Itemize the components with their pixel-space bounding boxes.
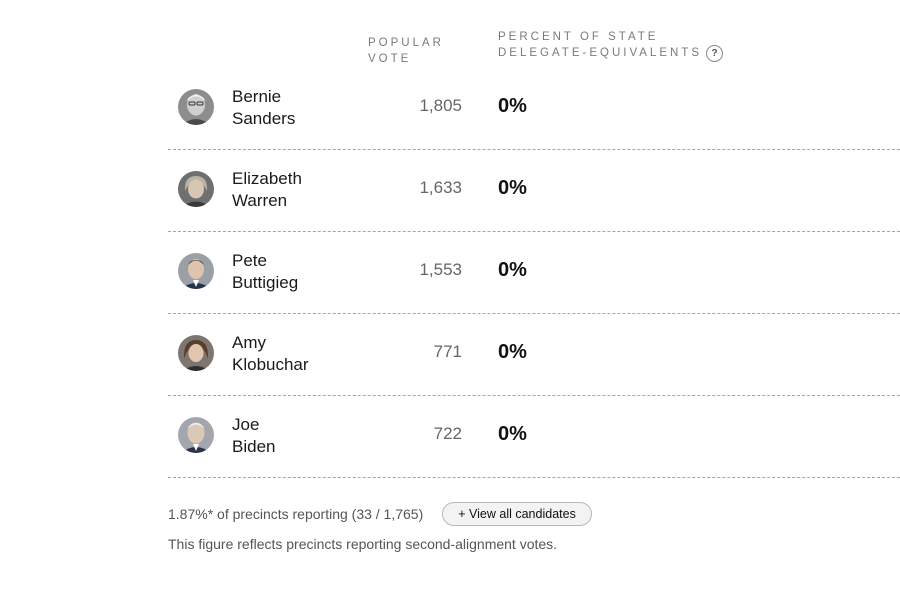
candidate-first-name: Joe xyxy=(232,415,260,434)
popular-vote-header: POPULAR VOTE xyxy=(368,35,444,67)
candidate-last-name: Klobuchar xyxy=(232,355,309,374)
popular-vote-header-line1: POPULAR xyxy=(368,37,444,49)
precincts-reporting-text: 1.87%* of precincts reporting (33 / 1,76… xyxy=(168,506,424,522)
percent-header-line2: DELEGATE-EQUIVALENTS xyxy=(498,47,702,59)
candidate-name: Joe Biden xyxy=(232,414,275,458)
candidate-name: Elizabeth Warren xyxy=(232,168,302,212)
candidate-last-name: Warren xyxy=(232,191,288,210)
results-table: POPULAR VOTE PERCENT OF STATE DELEGATE-E… xyxy=(168,0,900,478)
delegate-percent-value: 0% xyxy=(498,177,527,199)
delegate-percent-value: 0% xyxy=(498,95,527,117)
candidate-first-name: Bernie xyxy=(232,87,282,106)
candidate-name: Bernie Sanders xyxy=(232,86,295,130)
popular-vote-value: 1,553 xyxy=(419,260,462,279)
percent-header-line1: PERCENT OF STATE xyxy=(498,31,659,43)
candidate-row: Elizabeth Warren 1,633 0% xyxy=(168,150,900,232)
candidate-first-name: Amy xyxy=(232,333,266,352)
help-icon[interactable]: ? xyxy=(706,45,723,62)
reporting-line: 1.87%* of precincts reporting (33 / 1,76… xyxy=(168,500,868,528)
amy-klobuchar-avatar xyxy=(178,335,214,371)
candidate-last-name: Sanders xyxy=(232,109,296,128)
popular-vote-value: 1,805 xyxy=(419,96,462,115)
alignment-note: This figure reflects precincts reporting… xyxy=(168,536,558,552)
delegate-percent-value: 0% xyxy=(498,341,527,363)
candidate-first-name: Pete xyxy=(232,251,267,270)
bernie-sanders-avatar xyxy=(178,89,214,125)
popular-vote-value: 1,633 xyxy=(419,178,462,197)
joe-biden-avatar xyxy=(178,417,214,453)
percent-header-text: PERCENT OF STATE DELEGATE-EQUIVALENTS xyxy=(498,29,702,61)
elizabeth-warren-avatar xyxy=(178,171,214,207)
candidate-last-name: Biden xyxy=(232,437,276,456)
candidate-row: Pete Buttigieg 1,553 0% xyxy=(168,232,900,314)
view-all-candidates-button[interactable]: + View all candidates xyxy=(442,502,592,526)
candidate-name: Amy Klobuchar xyxy=(232,332,309,376)
percent-header: PERCENT OF STATE DELEGATE-EQUIVALENTS ? xyxy=(498,29,723,62)
popular-vote-value: 722 xyxy=(433,424,462,443)
candidate-name: Pete Buttigieg xyxy=(232,250,298,294)
candidate-last-name: Buttigieg xyxy=(232,273,299,292)
candidate-row: Amy Klobuchar 771 0% xyxy=(168,314,900,396)
popular-vote-value: 771 xyxy=(433,342,462,361)
popular-vote-header-line2: VOTE xyxy=(368,53,412,65)
candidate-row: Joe Biden 722 0% xyxy=(168,396,900,478)
candidate-row: Bernie Sanders 1,805 0% xyxy=(168,68,900,150)
delegate-percent-value: 0% xyxy=(498,259,527,281)
candidate-first-name: Elizabeth xyxy=(232,169,302,188)
table-header: POPULAR VOTE PERCENT OF STATE DELEGATE-E… xyxy=(168,0,900,68)
results-footer: 1.87%* of precincts reporting (33 / 1,76… xyxy=(168,500,868,552)
delegate-percent-value: 0% xyxy=(498,423,527,445)
pete-buttigieg-avatar xyxy=(178,253,214,289)
